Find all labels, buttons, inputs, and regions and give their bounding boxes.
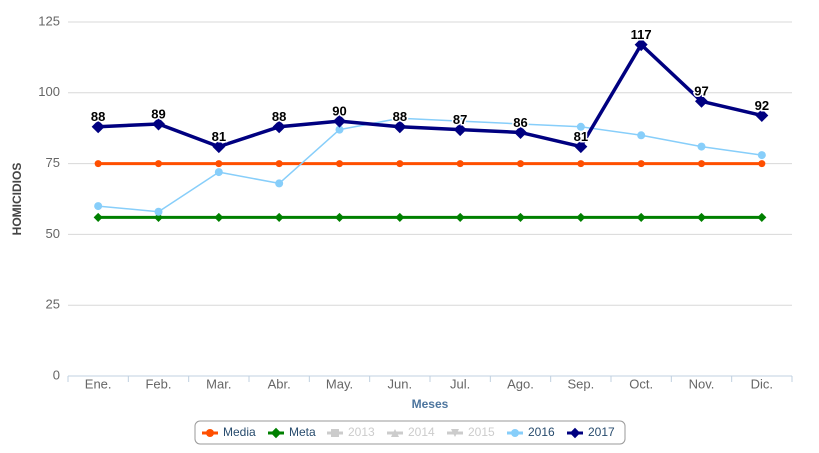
marker [275,179,284,188]
marker [393,120,407,134]
marker [697,142,706,151]
marker [576,122,585,131]
data-label: 117 [631,27,652,42]
legend-label: Meta [289,425,316,439]
marker [757,212,767,222]
marker [515,212,526,222]
marker [272,120,286,134]
legend-marker [569,427,581,439]
legend-label: 2014 [408,425,435,439]
y-tick-label: 25 [46,297,60,312]
marker [757,151,766,160]
data-label: 88 [91,109,105,124]
marker [214,212,224,222]
marker [755,108,769,122]
x-tick-label: Abr. [268,376,291,391]
marker [636,212,646,222]
marker [395,212,405,222]
marker [153,212,164,222]
data-label: 81 [212,129,226,144]
x-tick-label: May. [326,376,353,391]
legend-label: 2013 [348,425,375,439]
legend-marker [331,429,339,437]
marker [456,117,465,126]
marker [576,212,586,222]
marker [455,212,465,222]
legend-label: 2017 [588,425,615,439]
marker [91,120,105,134]
x-axis-label: Meses [412,397,449,411]
y-tick-label: 125 [38,13,60,28]
marker [94,160,102,168]
legend-marker [270,427,282,439]
marker [634,38,648,52]
marker [517,160,524,168]
y-tick-label: 50 [46,226,60,241]
x-tick-label: Dic. [751,376,773,391]
marker [396,160,404,168]
x-tick-label: Feb. [145,376,171,391]
y-tick-label: 75 [46,155,60,170]
data-label: 88 [393,109,407,124]
x-tick-label: Ago. [507,376,534,391]
x-tick-label: Sep. [567,376,594,391]
marker [152,117,165,131]
series-line [98,117,762,213]
marker [94,202,103,211]
marker [453,123,467,137]
marker [574,140,588,154]
marker [275,160,283,168]
marker [758,160,766,168]
marker [333,114,346,128]
data-label: 81 [574,129,588,144]
marker [154,207,163,216]
x-tick-label: Mar. [206,376,231,391]
series-line [98,42,763,149]
y-tick-label: 100 [38,84,60,99]
x-tick-label: Ene. [85,376,112,391]
marker [516,119,525,128]
marker [93,212,103,222]
marker [274,212,284,222]
x-tick-label: Nov. [689,376,715,391]
legend-marker [511,429,519,437]
marker [215,160,223,168]
marker [334,212,345,222]
legend-label: 2016 [528,425,555,439]
marker [695,94,708,108]
data-label: 86 [513,115,527,130]
legend-marker [451,429,459,437]
marker [335,125,344,134]
legend-box [194,420,626,445]
legend-label: Media [223,425,256,439]
data-label: 92 [755,98,769,113]
x-tick-label: Jun. [388,376,413,391]
data-label: 89 [151,106,165,121]
x-tick-label: Jul. [450,376,470,391]
data-label: 87 [453,112,467,127]
data-label: 88 [272,109,286,124]
y-tick-label: 0 [53,367,60,382]
x-tick-label: Oct. [629,376,653,391]
marker [696,212,707,222]
marker [577,160,585,168]
marker [395,114,404,123]
data-label: 90 [332,104,346,119]
marker [637,160,645,168]
marker [456,160,464,168]
marker [155,160,162,168]
y-axis-label: HOMICIDIOS [10,163,24,236]
marker [212,140,226,154]
marker [336,160,343,168]
data-label: 97 [694,84,708,99]
marker [214,168,223,177]
legend-label: 2015 [468,425,495,439]
legend-marker [206,429,214,437]
legend-marker [391,429,399,437]
marker [637,131,646,140]
marker [698,160,705,168]
marker [514,125,527,139]
